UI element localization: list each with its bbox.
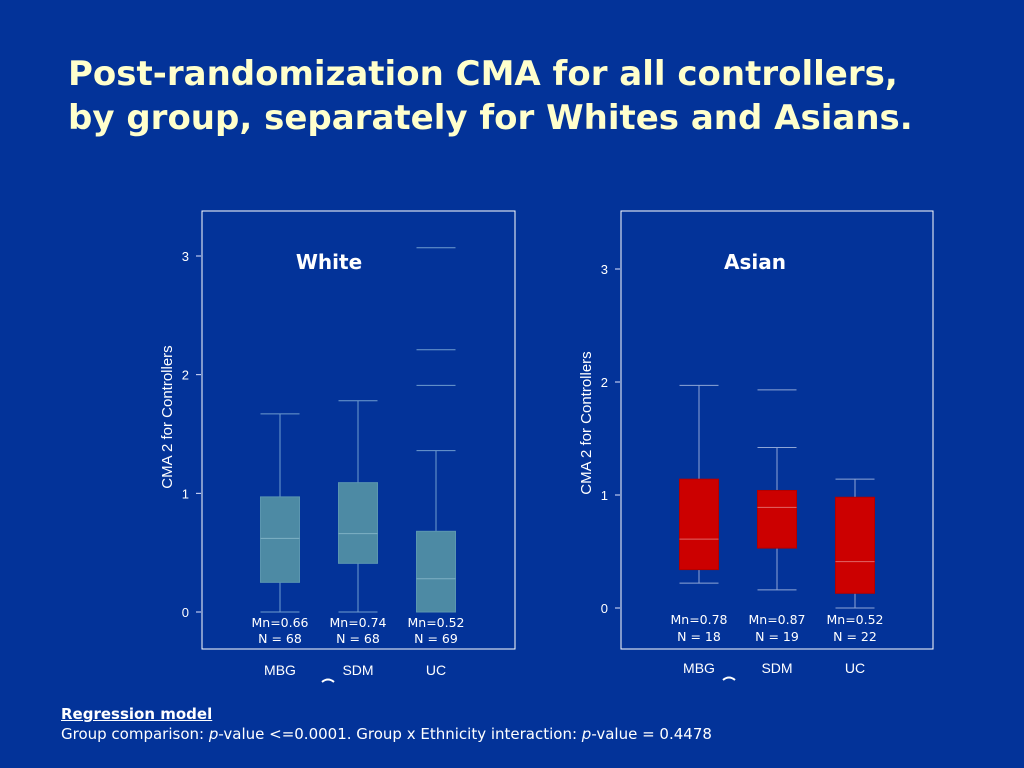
n-label: N = 19 (755, 629, 799, 644)
n-label: N = 22 (833, 629, 877, 644)
box-uc: Mn=0.52N = 69 UC (407, 247, 465, 678)
y-axis-label: CMA 2 for Controllers (578, 351, 595, 494)
y-tick-label: 0 (601, 601, 608, 616)
box-body (416, 530, 456, 613)
y-tick-label: 1 (601, 488, 608, 503)
category-label: SDM (342, 662, 373, 678)
category-label: SDM (761, 660, 792, 676)
y-tick-label: 3 (182, 249, 189, 264)
regression-text-segment: p (208, 725, 219, 743)
mean-label: Mn=0.78 (670, 612, 727, 627)
regression-text-segment: p (581, 725, 592, 743)
category-label: UC (426, 662, 446, 678)
y-tick-label: 3 (601, 262, 608, 277)
panel-title: White (296, 250, 362, 274)
regression-text-segment: Group comparison: (61, 725, 209, 743)
plot-frame (201, 210, 516, 650)
category-label: MBG (683, 660, 715, 676)
mean-label: Mn=0.66 (251, 615, 308, 630)
box-mbg: Mn=0.78 N = 18 MBG (670, 384, 728, 676)
category-label: MBG (264, 662, 296, 678)
box-uc: Mn=0.52 N = 22 UC (826, 478, 884, 676)
arc-mark (722, 676, 736, 681)
plot-frame (620, 210, 934, 650)
y-axis-label: CMA 2 for Controllers (159, 345, 176, 488)
mean-label: Mn=0.52 (407, 615, 464, 630)
y-tick-label: 1 (182, 486, 189, 501)
y-tick-label: 2 (182, 368, 189, 383)
n-label: N = 18 (677, 629, 721, 644)
slide-title-line-1: Post-randomization CMA for all controlle… (68, 54, 898, 94)
n-label: N = 68 (258, 631, 302, 646)
box-body (757, 489, 797, 549)
n-label: N = 69 (414, 631, 458, 646)
mean-label: Mn=0.87 (748, 612, 805, 627)
category-label: UC (845, 660, 865, 676)
slide-title-line-2: by group, separately for Whites and Asia… (68, 98, 913, 138)
regression-text-segment: -value <=0.0001. Group x Ethnicity inter… (218, 725, 582, 743)
chart-panel-asian: 0 1 2 3 CMA 2 for Controllers Asian Mn=0.78 N =… (578, 210, 934, 676)
regression-model-note: Regression model Group comparison: p-val… (61, 704, 712, 744)
n-label: N = 68 (336, 631, 380, 646)
box-body (679, 478, 719, 571)
regression-heading: Regression model (61, 705, 213, 723)
box-sdm: Mn=0.74N = 68 SDM (329, 400, 387, 678)
regression-text: Group comparison: p-value <=0.0001. Grou… (61, 725, 712, 743)
mean-label: Mn=0.74 (329, 615, 386, 630)
arc-mark (321, 678, 335, 683)
box-sdm: Mn=0.87 N = 19 SDM (748, 389, 806, 676)
y-tick-label: 2 (601, 375, 608, 390)
regression-text-segment: -value = 0.4478 (591, 725, 712, 743)
box-body (260, 496, 300, 583)
box-body (338, 482, 378, 564)
box-mbg: Mn=0.66N = 68 MBG (251, 413, 309, 678)
slide-title: Post-randomization CMA for all controlle… (68, 52, 1008, 140)
box-body (835, 496, 875, 594)
panel-title: Asian (724, 250, 786, 274)
mean-label: Mn=0.52 (826, 612, 883, 627)
y-tick-label: 0 (182, 605, 189, 620)
